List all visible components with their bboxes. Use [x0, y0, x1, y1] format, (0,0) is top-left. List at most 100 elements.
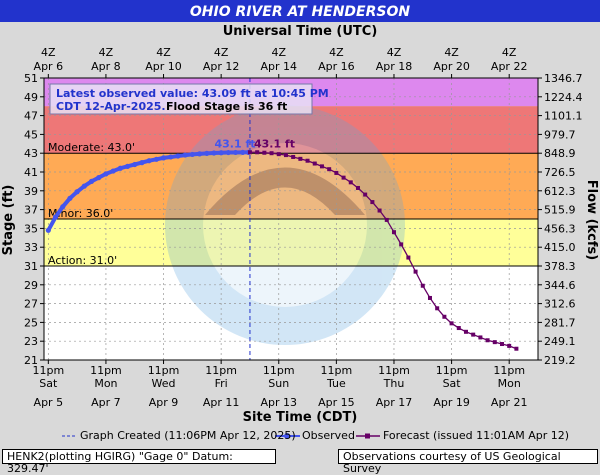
- x-tick-date: Apr 21: [491, 396, 528, 409]
- forecast-point: [507, 343, 512, 348]
- y2-tick-label: 456.3: [544, 222, 576, 235]
- x-tick-weekday: Mon: [94, 377, 117, 390]
- x-top-tick-time: 4Z: [156, 46, 171, 59]
- forecast-start-label: 43.1 ft: [254, 137, 295, 150]
- latest-value-line1: Latest observed value: 43.09 ft at 10:45…: [56, 87, 329, 100]
- forecast-point: [413, 269, 418, 274]
- observed-point: [139, 160, 145, 166]
- observed-point: [182, 152, 188, 158]
- forecast-point: [449, 321, 454, 326]
- y2-tick-label: 249.1: [544, 335, 576, 348]
- plot-frame: [43, 77, 539, 361]
- graph-created-label: Graph Created (11:06PM Apr 12, 2025): [80, 429, 296, 442]
- x-top-tick-date: Apr 16: [318, 60, 355, 73]
- forecast-point: [499, 342, 504, 347]
- x-tick-date: Apr 15: [318, 396, 355, 409]
- x-top-tick-date: Apr 12: [203, 60, 240, 73]
- observed-point: [240, 149, 246, 155]
- y2-tick-label: 415.0: [544, 241, 576, 254]
- y-tick-label: 51: [24, 72, 38, 85]
- y-axis-title: Stage (ft): [1, 185, 16, 256]
- x-tick-date: Apr 7: [91, 396, 121, 409]
- observed-point: [96, 175, 102, 181]
- y-tick-label: 25: [24, 316, 38, 329]
- forecast-point: [334, 170, 339, 175]
- bottom-axis-title: Site Time (CDT): [243, 410, 358, 425]
- observed-point: [218, 150, 224, 156]
- forecast-point: [442, 314, 447, 319]
- y-tick-label: 41: [24, 166, 38, 179]
- legend: Graph Created (11:06PM Apr 12, 2025) Obs…: [0, 427, 600, 445]
- y2-tick-label: 848.9: [544, 147, 576, 160]
- observed-point: [88, 178, 95, 184]
- y2-tick-label: 1101.1: [544, 110, 583, 123]
- forecast-point: [276, 152, 281, 157]
- x-top-tick-time: 4Z: [271, 46, 286, 59]
- y-tick-label: 39: [24, 185, 38, 198]
- axes: 21 219.223 249.125 281.727 312.629 344.631 378…: [24, 46, 583, 409]
- x-tick-weekday: Sun: [268, 377, 289, 390]
- x-top-tick-time: 4Z: [41, 46, 56, 59]
- x-top-tick-date: Apr 6: [34, 60, 64, 73]
- latest-value-line2: CDT 12-Apr-2025.: [56, 100, 166, 113]
- forecast-point: [427, 295, 432, 300]
- y2-axis-title: Flow (kcfs): [584, 180, 599, 260]
- forecast-point: [471, 332, 476, 337]
- observed-point: [132, 161, 138, 168]
- x-tick-weekday: Wed: [152, 377, 176, 390]
- forecast-point: [363, 192, 368, 197]
- y2-tick-label: 219.2: [544, 354, 576, 367]
- forecast-point: [492, 340, 497, 345]
- observed-point: [189, 151, 195, 158]
- observed-peak-label: 43.1 ft: [215, 137, 256, 150]
- observed-point: [60, 204, 66, 210]
- y2-tick-label: 515.9: [544, 204, 576, 217]
- observed-point: [196, 151, 203, 157]
- observed-point: [124, 163, 131, 169]
- forecast-point: [485, 338, 490, 343]
- forecast-point: [463, 329, 468, 334]
- observed-point: [103, 171, 109, 177]
- forecast-point: [355, 185, 360, 190]
- x-tick-weekday: Fri: [215, 377, 228, 390]
- forecast-point: [247, 150, 252, 155]
- x-top-tick-date: Apr 10: [145, 60, 182, 73]
- forecast-point: [399, 242, 404, 247]
- forecast-point: [305, 158, 310, 163]
- forecast-point: [435, 306, 440, 311]
- forecast-point: [269, 151, 274, 156]
- y2-tick-label: 1224.4: [544, 91, 583, 104]
- stage-lines: Moderate: 43.0' Minor: 36.0' Action: 31.0': [44, 78, 538, 360]
- x-top-tick-time: 4Z: [214, 46, 229, 59]
- x-tick-weekday: Thu: [383, 377, 405, 390]
- hydrograph-chart: OHIO RIVER AT HENDERSON Universal Time (…: [1, 4, 599, 425]
- forecast-label: Forecast (issued 11:01AM Apr 12): [383, 429, 570, 442]
- x-tick-time: 11pm: [321, 364, 353, 377]
- x-tick-date: Apr 9: [149, 396, 179, 409]
- y2-tick-label: 312.6: [544, 298, 576, 311]
- stage-label: Moderate: 43.0': [48, 141, 135, 154]
- x-tick-time: 11pm: [90, 364, 122, 377]
- flood-zones: [44, 78, 538, 360]
- x-tick-time: 11pm: [263, 364, 295, 377]
- y2-tick-label: 979.7: [544, 128, 576, 141]
- y2-tick-label: 344.6: [544, 279, 576, 292]
- y2-tick-label: 378.3: [544, 260, 576, 273]
- forecast-point: [420, 283, 425, 288]
- x-top-tick-date: Apr 22: [491, 60, 528, 73]
- forecast-point: [255, 150, 260, 155]
- forecast-point: [348, 180, 353, 185]
- forecast-point: [291, 154, 296, 159]
- forecast-point: [384, 217, 389, 222]
- observed-point: [45, 227, 51, 233]
- x-tick-weekday: Sat: [39, 377, 58, 390]
- x-tick-time: 11pm: [148, 364, 180, 377]
- forecast-point: [377, 208, 382, 213]
- forecast-point: [298, 156, 303, 161]
- y-tick-label: 47: [24, 110, 38, 123]
- observed-point: [110, 168, 116, 174]
- x-top-tick-time: 4Z: [387, 46, 402, 59]
- y-tick-label: 43: [24, 147, 38, 160]
- legend-graphics: [62, 433, 380, 439]
